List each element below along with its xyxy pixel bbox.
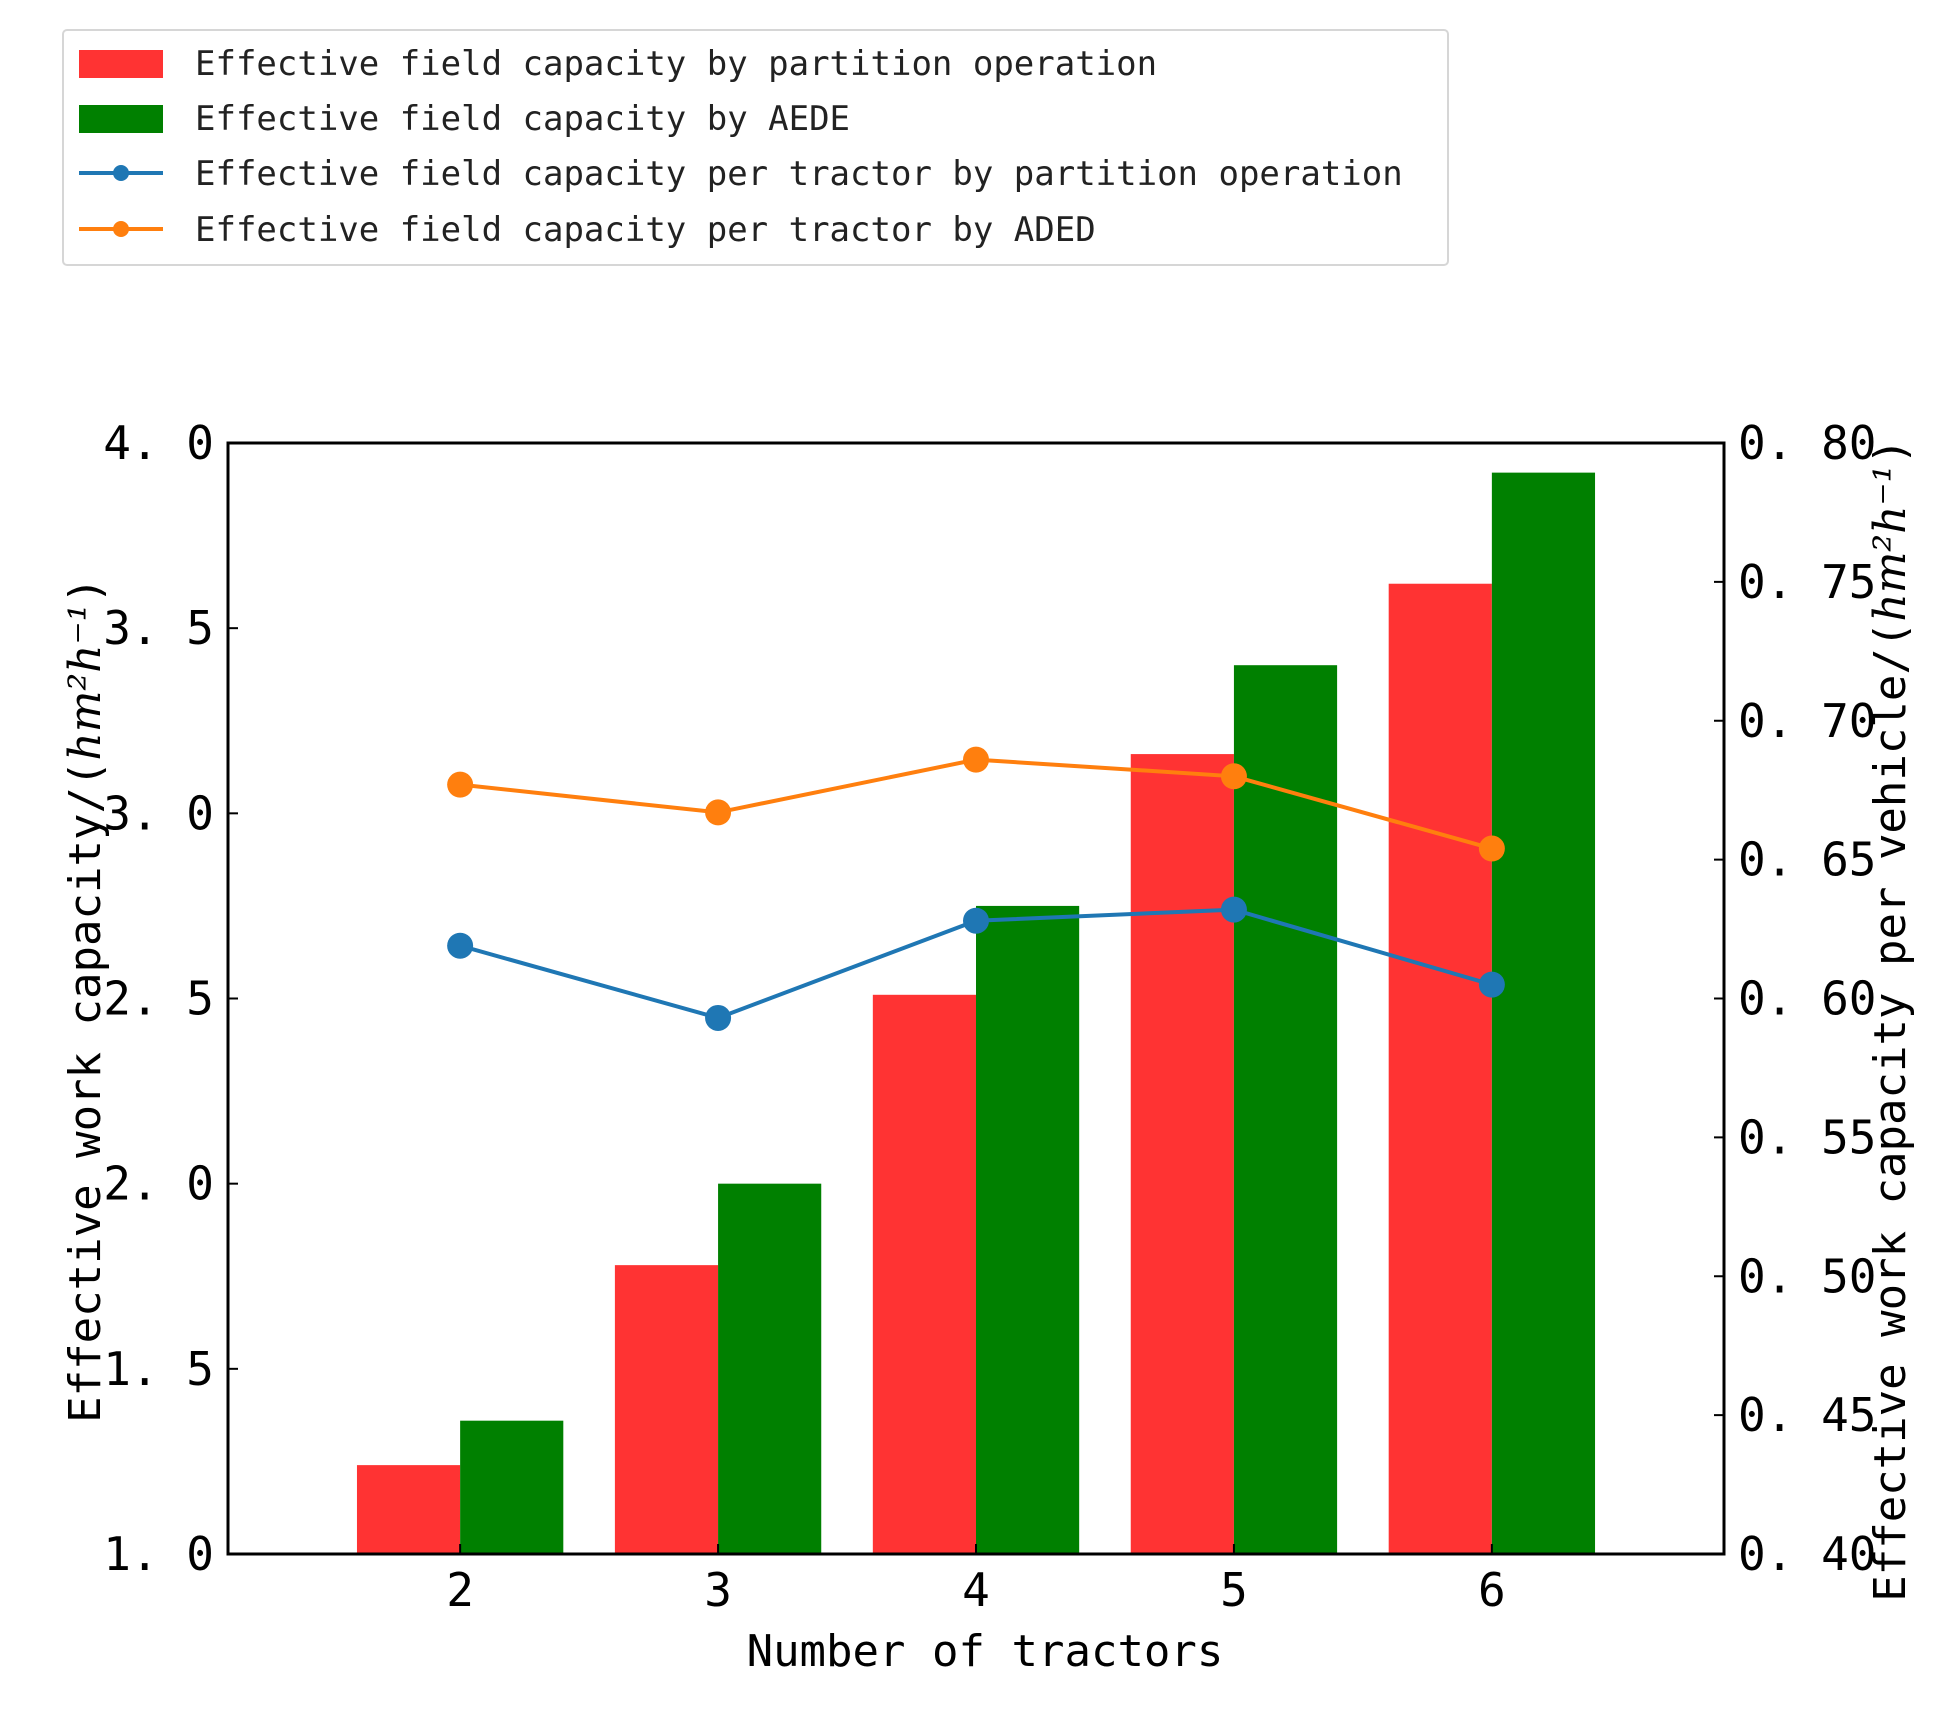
y-tick-label: 1. 5 (103, 1342, 214, 1396)
bar-partition-6 (1388, 583, 1492, 1554)
y-axis-label: Effective work capacity/(hm²h⁻¹) (60, 577, 111, 1423)
y2-tick-label: 0. 60 (1738, 972, 1876, 1026)
legend-swatch-partition-bar (79, 50, 163, 78)
lines-layer (447, 746, 1505, 1031)
legend-swatch-aede-bar (79, 105, 163, 133)
point-aded-6 (1478, 835, 1505, 862)
point-partition-6 (1478, 971, 1505, 998)
bars-layer (356, 472, 1596, 1554)
bar-aede-6 (1491, 472, 1596, 1554)
legend-entry-partition-line: Effective field capacity per tractor by … (195, 154, 1403, 194)
point-partition-5 (1220, 896, 1247, 923)
bar-aede-5 (1233, 665, 1338, 1554)
bar-aede-4 (976, 905, 1080, 1554)
y2-axis-label-text: Effective work capacity per vehicle/ (1865, 648, 1916, 1602)
x-tick-label-2: 2 (446, 1563, 474, 1617)
y-axis-label-unit-close: ) (60, 577, 111, 604)
plot-frame (226, 441, 1726, 1556)
y-axis-label-unit-open: ( (60, 761, 111, 788)
y-axis-label-unit: hm²h⁻¹ (60, 604, 111, 761)
y2-tick-label: 0. 45 (1738, 1388, 1876, 1442)
legend-swatch-partition-marker (113, 165, 129, 181)
legend: Effective field capacity by partition op… (62, 29, 1449, 266)
y2-tick-label: 0. 70 (1738, 694, 1876, 748)
x-tick-label-3: 3 (704, 1563, 732, 1617)
y2-tick-label: 0. 80 (1738, 416, 1876, 470)
y2-axis-label-unit-close: ) (1865, 438, 1916, 465)
point-aded-2 (447, 771, 474, 798)
legend-entry-partition-bar: Effective field capacity by partition op… (195, 44, 1157, 84)
y-tick-label: 2. 5 (103, 972, 214, 1026)
x-tick-label-6: 6 (1478, 1563, 1506, 1617)
y2-axis-label: Effective work capacity per vehicle/(hm²… (1865, 438, 1916, 1602)
y-tick-label: 2. 0 (103, 1157, 214, 1211)
y-axis-label-text: Effective work capacity/ (60, 787, 111, 1423)
ticks-layer: 2 3 4 5 6 1. 0 1. 5 2. 0 2. 5 3. 0 3. 5 4. 0 0. 40 0.… (103, 416, 1876, 1617)
point-partition-2 (447, 932, 474, 959)
point-aded-5 (1220, 763, 1247, 790)
y2-tick-label: 0. 75 (1738, 555, 1876, 609)
x-tick-label-5: 5 (1220, 1563, 1248, 1617)
x-tick-label-4: 4 (962, 1563, 990, 1617)
bar-aede-3 (718, 1183, 822, 1554)
point-aded-3 (705, 799, 732, 826)
y2-axis-label-unit: hm²h⁻¹ (1865, 465, 1916, 622)
bar-partition-2 (356, 1465, 461, 1554)
legend-entry-aded-line: Effective field capacity per tractor by … (195, 210, 1096, 250)
bar-aede-2 (460, 1420, 564, 1554)
x-axis-label: Number of tractors (747, 1626, 1224, 1677)
y2-axis-label-unit-open: ( (1865, 622, 1916, 649)
y-tick-label: 4. 0 (103, 416, 214, 470)
legend-swatch-aded-marker (113, 221, 129, 237)
y-tick-label: 3. 5 (103, 601, 214, 655)
y-tick-label: 3. 0 (103, 786, 214, 840)
bar-partition-4 (872, 994, 976, 1554)
y2-tick-label: 0. 50 (1738, 1249, 1876, 1303)
y2-tick-label: 0. 65 (1738, 833, 1876, 887)
point-aded-4 (963, 746, 989, 773)
legend-entry-aede-bar: Effective field capacity by AEDE (195, 99, 850, 139)
y2-tick-label: 0. 40 (1738, 1527, 1876, 1581)
bar-partition-3 (614, 1265, 719, 1554)
bar-partition-5 (1130, 754, 1234, 1554)
y-tick-label: 1. 0 (103, 1527, 214, 1581)
legend-frame (62, 29, 1449, 266)
point-partition-4 (963, 907, 989, 934)
y2-tick-label: 0. 55 (1738, 1110, 1876, 1164)
point-partition-3 (705, 1004, 732, 1031)
